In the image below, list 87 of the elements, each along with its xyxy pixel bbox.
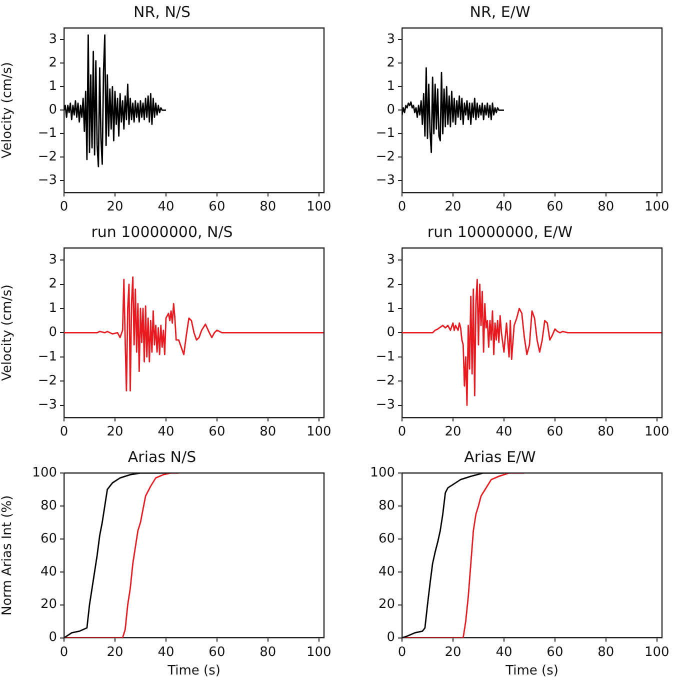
x-axis-title: Time (s): [504, 664, 558, 679]
x-tick-label: 0: [60, 644, 68, 660]
y-tick-label: 3: [386, 32, 395, 48]
x-tick-label: 40: [158, 200, 174, 215]
x-tick-label: 80: [260, 200, 276, 215]
y-axis-title: Norm Arias Int (%): [0, 495, 16, 616]
x-tick-label: 20: [444, 644, 462, 660]
x-tick-label: 40: [158, 644, 174, 660]
y-tick-label: −3: [38, 173, 57, 188]
x-tick-label: 80: [598, 424, 614, 440]
x-tick-label: 0: [60, 200, 68, 215]
y-tick-label: 1: [48, 300, 57, 316]
y-tick-label: 100: [370, 465, 395, 480]
chart-title: Arias E/W: [464, 448, 536, 466]
y-tick-label: 1: [386, 300, 395, 316]
chart-title: NR, E/W: [470, 2, 530, 21]
y-tick-label: 1: [386, 79, 395, 94]
y-tick-label: 40: [378, 564, 395, 580]
x-tick-label: 60: [546, 644, 564, 660]
y-tick-label: 3: [386, 252, 395, 268]
y-axis-title: Velocity (cm/s): [0, 284, 16, 381]
x-tick-label: 20: [106, 200, 124, 215]
x-tick-label: 60: [208, 644, 226, 660]
x-tick-label: 100: [644, 424, 670, 440]
y-tick-label: −2: [38, 150, 57, 165]
x-tick-label: 20: [106, 644, 124, 660]
y-tick-label: 0: [386, 630, 395, 646]
x-tick-label: 80: [598, 644, 614, 660]
y-tick-label: −3: [38, 398, 57, 413]
y-tick-label: 80: [40, 498, 57, 514]
y-tick-label: −1: [376, 349, 395, 364]
x-tick-label: 40: [158, 424, 174, 440]
x-tick-label: 20: [444, 424, 462, 440]
y-tick-label: −3: [376, 173, 395, 188]
y-tick-label: 0: [48, 102, 57, 118]
x-tick-label: 60: [546, 200, 564, 215]
y-tick-label: 0: [386, 102, 395, 118]
y-tick-label: 0: [48, 630, 57, 646]
y-tick-label: 40: [40, 564, 57, 580]
x-tick-label: 0: [60, 424, 68, 440]
y-tick-label: 80: [378, 498, 395, 514]
x-tick-label: 40: [496, 424, 512, 440]
x-tick-label: 100: [306, 200, 332, 215]
x-tick-label: 20: [106, 424, 124, 440]
y-tick-label: 60: [40, 531, 57, 546]
x-tick-label: 0: [398, 200, 406, 215]
chart-title: Arias N/S: [128, 448, 196, 466]
x-tick-label: 60: [208, 424, 226, 440]
y-tick-label: 100: [32, 465, 57, 480]
y-tick-label: 3: [48, 32, 57, 48]
y-tick-label: 2: [386, 56, 395, 71]
y-tick-label: 0: [48, 325, 57, 340]
x-tick-label: 20: [444, 200, 462, 215]
x-tick-label: 0: [398, 424, 406, 440]
y-tick-label: −2: [376, 373, 395, 388]
y-tick-label: −3: [376, 398, 395, 413]
y-tick-label: 1: [48, 79, 57, 94]
x-tick-label: 60: [208, 200, 226, 215]
x-tick-label: 80: [260, 644, 276, 660]
x-tick-label: 100: [644, 200, 670, 215]
chart-title: run 10000000, N/S: [91, 222, 233, 241]
y-tick-label: −1: [38, 349, 57, 364]
y-tick-label: 20: [378, 597, 395, 612]
y-tick-label: 3: [48, 252, 57, 268]
y-axis-title: Velocity (cm/s): [0, 62, 16, 158]
x-axis-title: Time (s): [166, 664, 220, 679]
x-tick-label: 80: [598, 200, 614, 215]
y-tick-label: 20: [40, 597, 57, 612]
y-tick-label: −2: [38, 373, 57, 388]
y-tick-label: 0: [386, 325, 395, 340]
x-tick-label: 80: [260, 424, 276, 440]
y-tick-label: 60: [378, 531, 395, 546]
x-tick-label: 100: [306, 644, 332, 660]
y-tick-label: 2: [48, 56, 57, 71]
x-tick-label: 40: [496, 644, 512, 660]
y-tick-label: −1: [376, 126, 395, 142]
x-tick-label: 60: [546, 424, 564, 440]
chart-title: run 10000000, E/W: [427, 222, 573, 241]
x-tick-label: 100: [644, 644, 670, 660]
y-tick-label: 2: [386, 276, 395, 292]
y-tick-label: −2: [376, 150, 395, 165]
y-tick-label: −1: [38, 126, 57, 142]
x-tick-label: 40: [496, 200, 512, 215]
x-tick-label: 0: [398, 644, 406, 660]
y-tick-label: 2: [48, 276, 57, 292]
chart-title: NR, N/S: [134, 2, 190, 21]
x-tick-label: 100: [306, 424, 332, 440]
